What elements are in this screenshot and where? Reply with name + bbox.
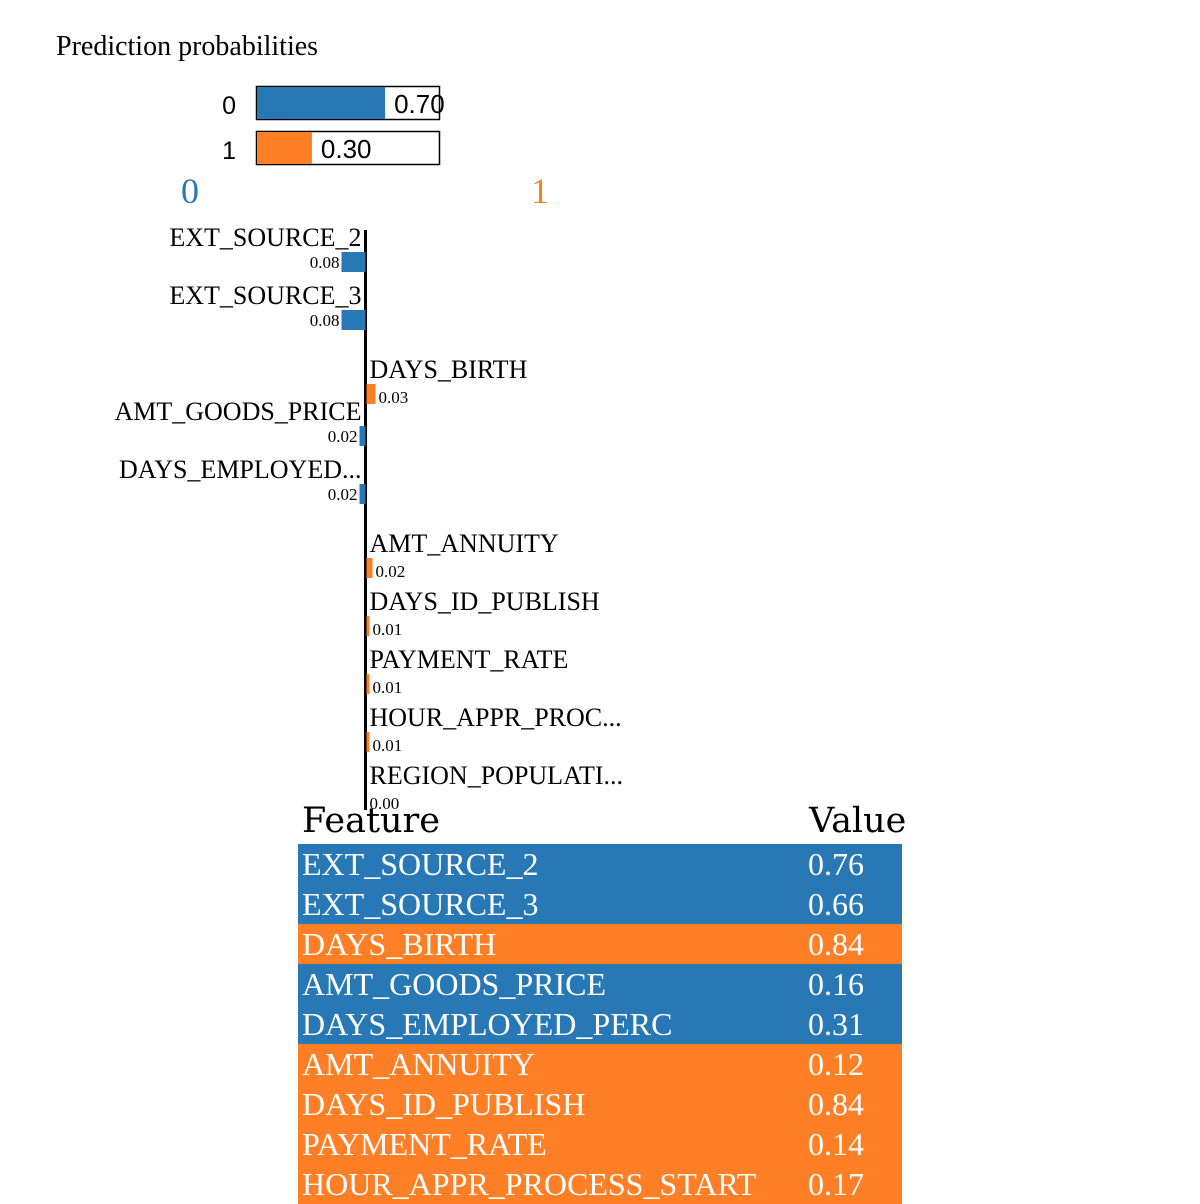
table-cell-feature: DAYS_BIRTH xyxy=(302,926,497,962)
class-label-right: 1 xyxy=(531,171,549,211)
weight-bar xyxy=(366,732,370,752)
weight-value-label: 0.02 xyxy=(328,427,358,446)
table-body: EXT_SOURCE_2 0.76 EXT_SOURCE_3 0.66 DAYS_BIR… xyxy=(298,844,902,1204)
table-cell-feature: HOUR_APPR_PROCESS_START xyxy=(302,1166,757,1202)
weight-bar xyxy=(366,558,373,578)
table-cell-value: 0.66 xyxy=(808,886,864,922)
table-header-value: Value xyxy=(809,801,907,841)
feature-label: AMT_ANNUITY xyxy=(370,529,559,558)
feature-label: DAYS_ID_PUBLISH xyxy=(370,587,600,616)
weight-value-label: 0.01 xyxy=(373,736,403,755)
feature-value-table: Feature Value EXT_SOURCE_2 0.76 EXT_SOURCE… xyxy=(298,797,906,1204)
class-label-left: 0 xyxy=(181,171,199,211)
feature-label: DAYS_EMPLOYED... xyxy=(119,455,361,484)
table-cell-value: 0.76 xyxy=(808,846,864,882)
weight-bar xyxy=(366,616,370,636)
proba-bar xyxy=(257,87,386,119)
weight-bar xyxy=(341,252,366,272)
feature-label: HOUR_APPR_PROC... xyxy=(370,703,622,732)
weight-bar xyxy=(359,484,366,504)
feature-label: DAYS_BIRTH xyxy=(370,355,528,384)
table-cell-value: 0.12 xyxy=(808,1046,864,1082)
weight-bar xyxy=(341,310,366,330)
proba-value-label: 0.70 xyxy=(394,89,445,119)
proba-class-label: 1 xyxy=(222,137,236,165)
proba-class-label: 0 xyxy=(222,92,236,120)
table-row: DAYS_BIRTH 0.84 xyxy=(298,924,902,964)
table-cell-value: 0.17 xyxy=(808,1166,864,1202)
table-cell-value: 0.84 xyxy=(808,1086,864,1122)
table-row: AMT_GOODS_PRICE 0.16 xyxy=(298,964,902,1004)
table-header-feature: Feature xyxy=(302,801,441,841)
feature-label: REGION_POPULATI... xyxy=(370,761,624,790)
table-cell-feature: DAYS_ID_PUBLISH xyxy=(302,1086,586,1122)
feature-label: AMT_GOODS_PRICE xyxy=(114,397,361,426)
weight-value-label: 0.01 xyxy=(373,620,403,639)
proba-title: Prediction probabilities xyxy=(56,31,318,62)
weight-value-label: 0.02 xyxy=(376,562,406,581)
weight-value-label: 0.08 xyxy=(310,311,340,330)
table-cell-feature: EXT_SOURCE_2 xyxy=(302,846,539,882)
weight-value-label: 0.01 xyxy=(373,678,403,697)
table-cell-feature: PAYMENT_RATE xyxy=(302,1126,547,1162)
weight-value-label: 0.08 xyxy=(310,253,340,272)
table-row: DAYS_ID_PUBLISH 0.84 xyxy=(298,1084,902,1124)
table-cell-feature: DAYS_EMPLOYED_PERC xyxy=(302,1006,673,1042)
table-row: EXT_SOURCE_2 0.76 xyxy=(298,844,902,884)
proba-value-label: 0.30 xyxy=(321,134,372,164)
weight-value-label: 0.02 xyxy=(328,485,358,504)
weight-bar xyxy=(359,426,366,446)
weight-value-label: 0.00 xyxy=(370,794,400,813)
table-cell-value: 0.14 xyxy=(808,1126,864,1162)
table-header: Feature Value xyxy=(298,797,906,844)
table-cell-value: 0.84 xyxy=(808,926,864,962)
table-row: AMT_ANNUITY 0.12 xyxy=(298,1044,902,1084)
table-cell-feature: AMT_GOODS_PRICE xyxy=(302,966,607,1002)
weight-bar xyxy=(366,384,376,404)
table-cell-value: 0.16 xyxy=(808,966,864,1002)
weight-value-label: 0.03 xyxy=(379,388,409,407)
table-row: PAYMENT_RATE 0.14 xyxy=(298,1124,902,1164)
table-row: EXT_SOURCE_3 0.66 xyxy=(298,884,902,924)
table-cell-feature: EXT_SOURCE_3 xyxy=(302,886,539,922)
feature-label: EXT_SOURCE_3 xyxy=(169,281,361,310)
table-row: DAYS_EMPLOYED_PERC 0.31 xyxy=(298,1004,902,1044)
table-cell-feature: AMT_ANNUITY xyxy=(302,1046,535,1082)
proba-bar xyxy=(257,132,312,164)
table-row: HOUR_APPR_PROCESS_START 0.17 xyxy=(298,1164,902,1204)
feature-label: PAYMENT_RATE xyxy=(370,645,569,674)
feature-label: EXT_SOURCE_2 xyxy=(169,223,361,252)
weight-bar xyxy=(366,674,370,694)
table-cell-value: 0.31 xyxy=(808,1006,864,1042)
